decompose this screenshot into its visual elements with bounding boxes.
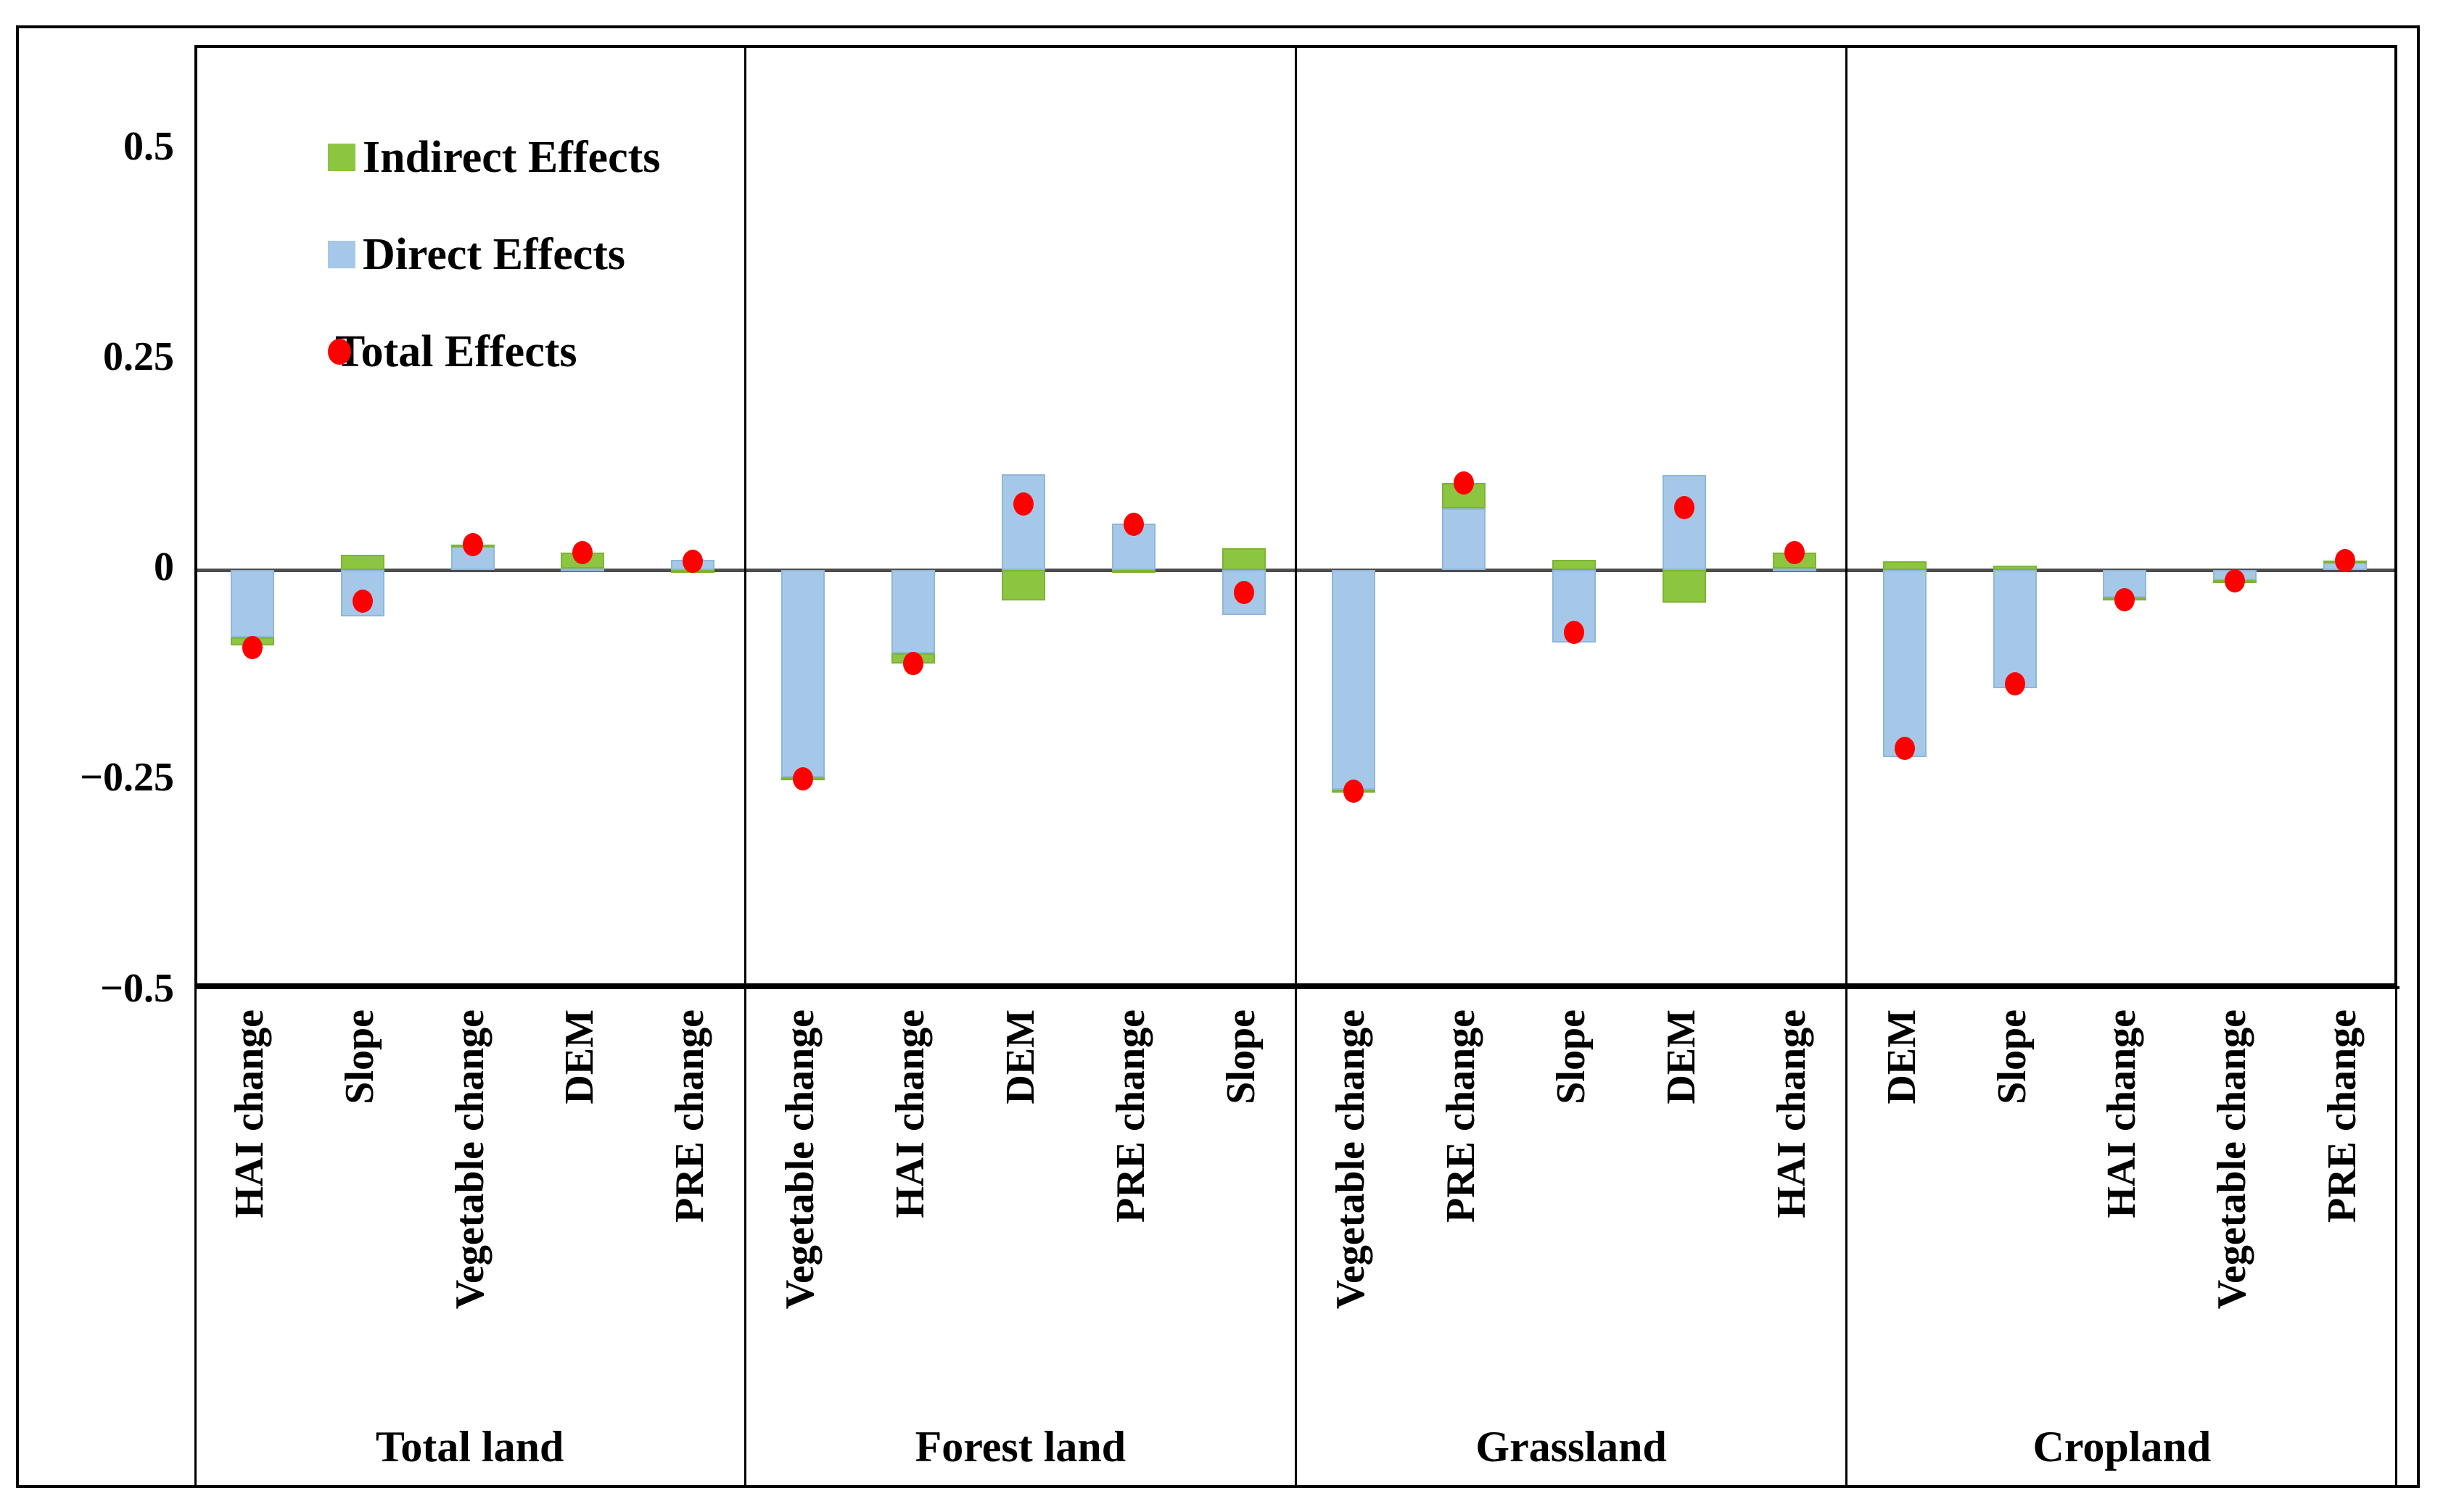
total-effects-point	[1784, 540, 1805, 564]
total-effects-point	[2225, 569, 2246, 593]
bar-indirect-effects	[1993, 566, 2037, 570]
x-category-label: HAI change	[1768, 1009, 1814, 1218]
x-category-label: Slope	[1218, 1009, 1264, 1104]
x-category-label: DEM	[557, 1009, 603, 1104]
x-category-label: Slope	[1989, 1009, 2035, 1104]
bar-direct-effects	[891, 570, 936, 653]
x-group-label: Total land	[375, 1423, 564, 1471]
x-category-label: DEM	[997, 1009, 1043, 1104]
total-effects-point	[572, 540, 593, 564]
x-category-label: Vegetable change	[1328, 1009, 1374, 1310]
x-group-label: Cropland	[2032, 1423, 2212, 1471]
legend-item: Indirect Effects	[328, 129, 660, 186]
bar-direct-effects	[561, 568, 605, 571]
legend-item-label: Total Effects	[335, 327, 577, 376]
x-category-label: Slope	[337, 1009, 382, 1104]
bar-indirect-effects	[1001, 570, 1045, 600]
total-effects-point	[1564, 620, 1585, 644]
x-category-label: HAI change	[226, 1009, 272, 1218]
y-tick-label: 0.25	[103, 334, 174, 379]
x-category-label: DEM	[1879, 1009, 1924, 1104]
x-category-label: Slope	[1549, 1009, 1594, 1104]
bar-direct-effects	[1662, 474, 1706, 570]
legend-square-icon	[328, 241, 355, 268]
x-group-label: Forest land	[915, 1423, 1126, 1471]
bar-direct-effects	[1993, 570, 2037, 688]
x-category-label: HAI change	[888, 1009, 934, 1218]
y-tick-label: −0.25	[80, 755, 174, 801]
total-effects-point	[2114, 587, 2135, 611]
x-category-label: PRE change	[1438, 1009, 1484, 1223]
bar-indirect-effects	[1111, 570, 1155, 573]
legend-dot-icon	[328, 339, 351, 365]
group-divider-line	[1295, 45, 1297, 1488]
label-area-border-line	[2395, 986, 2397, 1488]
total-effects-point	[462, 533, 483, 557]
total-effects-point	[1454, 471, 1475, 495]
total-effects-point	[2004, 672, 2025, 695]
x-category-label: HAI change	[2099, 1009, 2145, 1218]
label-area-border-line	[194, 986, 197, 1488]
bar-indirect-effects	[1662, 570, 1706, 603]
legend-item-label: Direct Effects	[363, 230, 626, 279]
total-effects-point	[903, 651, 924, 675]
total-effects-point	[1233, 581, 1254, 605]
x-category-label: Vegetable change	[778, 1009, 823, 1310]
legend-item: Total Effects	[328, 323, 660, 380]
total-effects-point	[2335, 549, 2356, 573]
total-effects-point	[242, 635, 263, 659]
bar-direct-effects	[1772, 568, 1816, 571]
y-tick-label: 0	[154, 545, 174, 590]
bar-indirect-effects	[1882, 561, 1927, 570]
bar-direct-effects	[230, 570, 274, 637]
bar-direct-effects	[1001, 474, 1045, 570]
legend-item-label: Indirect Effects	[363, 133, 661, 182]
legend: Indirect Effects Direct Effects Total Effe…	[328, 129, 660, 421]
group-divider-line	[1845, 45, 1848, 1488]
y-tick-label: 0.5	[123, 123, 174, 169]
bar-direct-effects	[2103, 570, 2147, 598]
y-tick-label: −0.5	[100, 965, 174, 1011]
bar-indirect-effects	[1552, 560, 1597, 570]
bar-direct-effects	[1442, 508, 1486, 570]
x-category-label: PRE change	[667, 1009, 713, 1223]
x-category-label: Vegetable change	[2209, 1009, 2255, 1310]
legend-item: Direct Effects	[328, 226, 660, 283]
x-axis-line	[194, 986, 2399, 989]
total-effects-point	[793, 767, 814, 790]
bar-indirect-effects	[340, 555, 384, 570]
total-effects-point	[1894, 737, 1915, 761]
x-group-label: Grassland	[1475, 1423, 1667, 1471]
legend-square-icon	[328, 144, 355, 171]
figure-border	[16, 25, 2420, 1488]
total-effects-point	[1123, 513, 1144, 537]
bar-indirect-effects	[1222, 548, 1266, 570]
total-effects-point	[683, 550, 704, 574]
x-category-label: PRE change	[2320, 1009, 2365, 1223]
x-category-label: Vegetable change	[447, 1009, 493, 1310]
total-effects-point	[1673, 496, 1694, 520]
group-divider-line	[743, 45, 746, 1488]
bar-direct-effects	[781, 570, 825, 777]
total-effects-point	[352, 589, 373, 613]
x-category-label: PRE change	[1108, 1009, 1153, 1223]
total-effects-point	[1343, 780, 1364, 803]
x-category-label: DEM	[1658, 1009, 1704, 1104]
bar-direct-effects	[1882, 570, 1927, 757]
bar-direct-effects	[1332, 570, 1376, 790]
total-effects-point	[1013, 492, 1034, 516]
